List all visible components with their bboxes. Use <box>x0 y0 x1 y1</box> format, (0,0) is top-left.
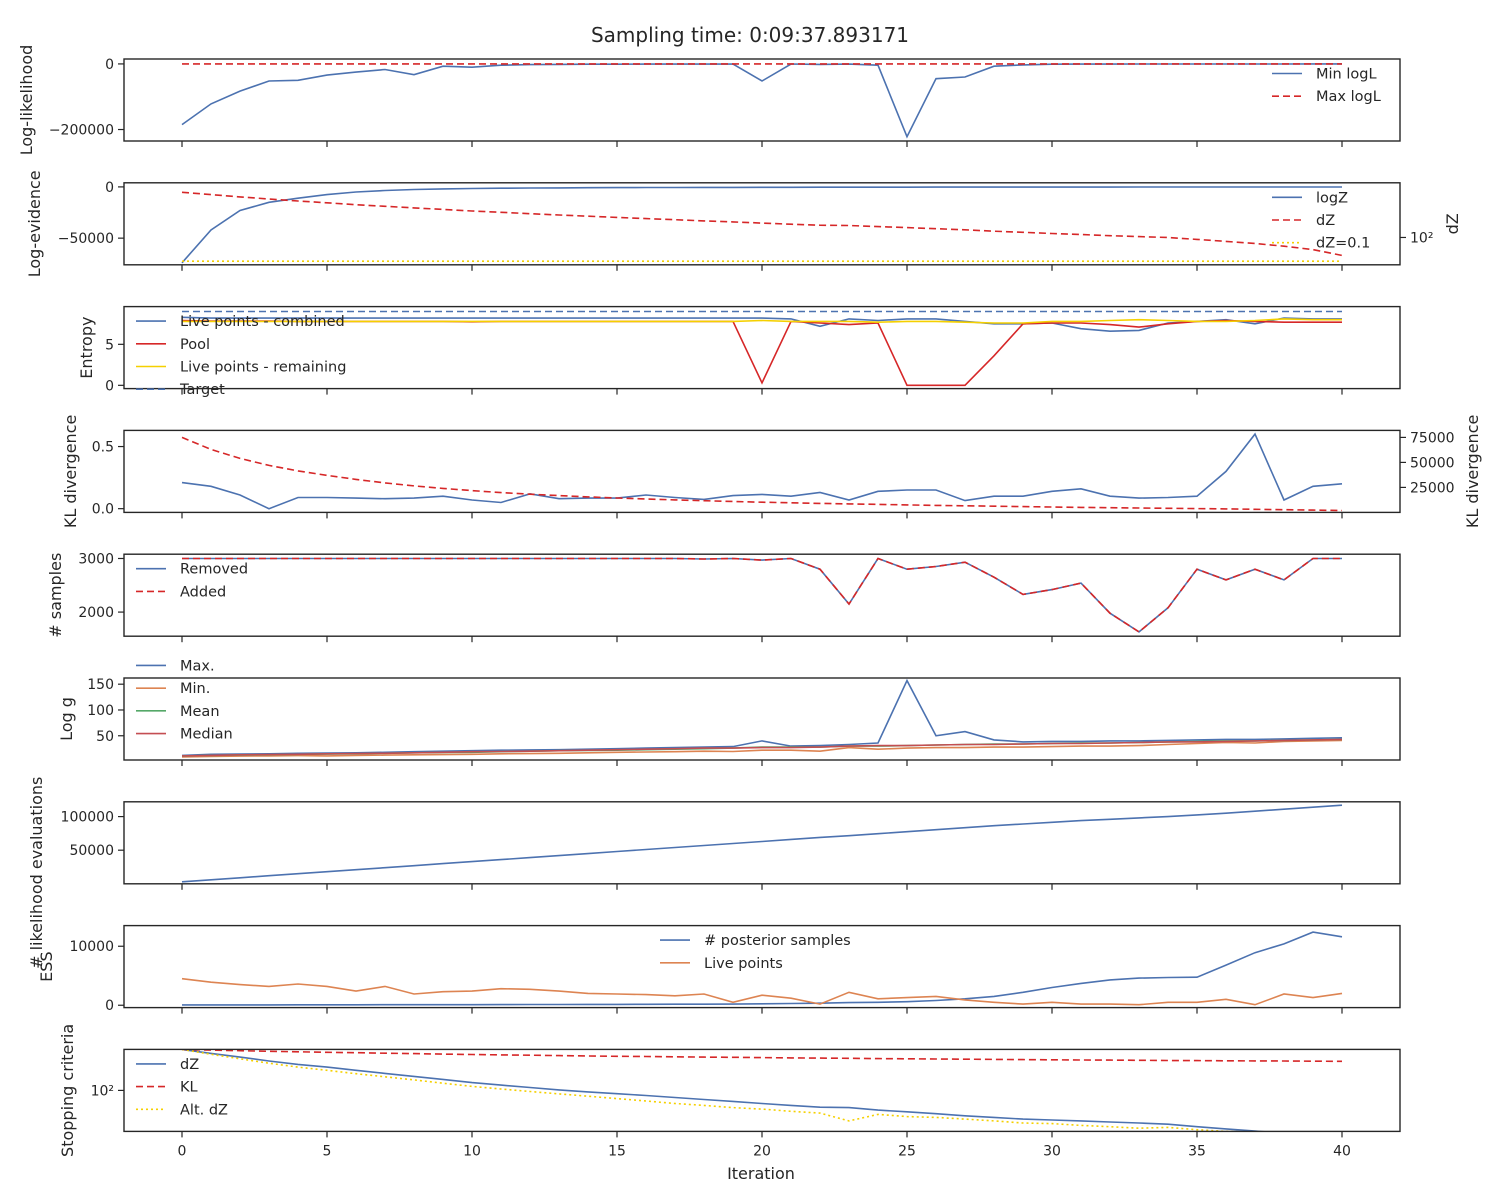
legend-label: Target <box>179 382 225 398</box>
series-line-entropy-2 <box>182 318 1342 324</box>
panel-likelihood-evals: 50000 100000 # likelihood evaluations <box>27 777 1401 969</box>
x-tick-label: 5 <box>323 1143 332 1159</box>
y-tick-label: 50000 <box>69 843 114 859</box>
legend-label: Alt. dZ <box>180 1102 228 1118</box>
x-tick-label: 40 <box>1333 1143 1351 1159</box>
y-axis-right-label: KL divergence <box>1463 415 1482 528</box>
legend-label: # posterior samples <box>704 933 851 949</box>
legend-label: Pool <box>180 337 210 353</box>
y-tick-label: 10² <box>91 1083 114 1099</box>
series-line-entropy-1 <box>181 319 1342 387</box>
panel-logevidence: 0 −50000 10² Log-evidence dZ logZ dZ dZ=0.1 <box>25 170 1462 277</box>
y-tick-label: 3000 <box>78 551 114 567</box>
y-axis-label: Log g <box>57 697 76 741</box>
panel-samples: 2000 3000 # samples Removed Added <box>46 551 1401 643</box>
panel-logg: 50 100 150 Log g Max. Min. Mean Median <box>57 658 1401 766</box>
x-tick-label: 0 <box>178 1143 187 1159</box>
x-tick-label: 30 <box>1043 1143 1061 1159</box>
series-line-samples-1 <box>182 557 1342 633</box>
legend-label: Median <box>180 727 233 743</box>
legend-label: Removed <box>180 562 248 578</box>
y-axis-label: Stopping criteria <box>58 1024 77 1157</box>
y-axis-label: Log-evidence <box>25 170 44 277</box>
legend-label: Max logL <box>1316 89 1381 105</box>
legend-label: dZ <box>1316 213 1335 229</box>
y-axis-label: Entropy <box>77 317 96 379</box>
panel-kl: 0.0 0.5 25000 50000 75000 KL divergence KL div… <box>61 415 1482 528</box>
legend-label: dZ <box>180 1057 199 1073</box>
series-line-logg-3 <box>181 738 1343 757</box>
y-tick-label: 0 <box>105 998 114 1014</box>
y-axis-label: Log-likelihood <box>17 45 36 156</box>
series-line-ess-1 <box>181 977 1343 1006</box>
y-axis-label: # samples <box>46 553 65 638</box>
legend-label: Max. <box>180 658 215 674</box>
series-line-logevidence-0 <box>181 186 1342 264</box>
chart-title: Sampling time: 0:09:37.893171 <box>591 23 909 47</box>
series-line-logg-0 <box>181 678 1343 757</box>
plot-frame <box>123 553 1401 637</box>
legend-label: Live points <box>704 956 783 972</box>
legend-label: Live points - remaining <box>180 360 346 376</box>
legend-label: Min. <box>180 681 210 697</box>
series-line-stopping-0 <box>181 1049 1271 1132</box>
series-line-samples-0 <box>182 557 1342 633</box>
plot-frame <box>123 182 1401 266</box>
legend-label: Min logL <box>1316 67 1377 83</box>
y-right-tick-label: 75000 <box>1410 430 1455 446</box>
y-tick-label: −200000 <box>49 123 114 139</box>
series-line-ess-0 <box>182 931 1343 1006</box>
y-tick-label: 10000 <box>69 939 114 955</box>
panel-loglikelihood: 0 −200000 Log-likelihood Min logL Max logL <box>17 45 1401 156</box>
y-tick-label: 150 <box>87 677 114 693</box>
y-tick-label: 100 <box>87 703 114 719</box>
panels: 0 −200000 Log-likelihood Min logL Max logL 0 −… <box>17 45 1482 1160</box>
y-tick-label: −50000 <box>58 231 114 247</box>
legend-label: Live points - combined <box>180 314 345 330</box>
series-line-logevidence-1 <box>181 191 1343 257</box>
y-tick-label: 0.5 <box>92 440 114 456</box>
legend-label: logZ <box>1316 190 1348 206</box>
y-tick-label: 0 <box>105 57 114 73</box>
x-tick-label: 10 <box>463 1143 481 1159</box>
y-tick-label: 50 <box>96 729 114 745</box>
y-tick-label: 0 <box>105 180 114 196</box>
series-line-likelihood-evals-0 <box>181 804 1343 883</box>
plot-frame <box>123 58 1401 142</box>
plot-frame <box>123 1048 1401 1133</box>
series-line-stopping-1 <box>181 1049 1343 1063</box>
y-right-tick-label: 25000 <box>1410 480 1455 496</box>
panel-ess: 0 10000 ESS # posterior samples Live points <box>37 924 1401 1014</box>
y-right-tick-label: 10² <box>1410 230 1433 246</box>
series-line-logg-1 <box>181 739 1343 758</box>
y-right-tick-label: 50000 <box>1410 455 1455 471</box>
y-tick-label: 100000 <box>61 810 114 826</box>
y-axis-label: KL divergence <box>61 415 80 528</box>
y-axis-right-label: dZ <box>1443 213 1462 234</box>
legend-label: dZ=0.1 <box>1316 236 1370 252</box>
y-tick-label: 0 <box>105 378 114 394</box>
panel-stopping: 10² Stopping criteria 0 5 10 15 20 25 30 35 40 dZ KL… <box>58 1024 1401 1159</box>
x-tick-label: 35 <box>1188 1143 1206 1159</box>
legend-label: KL <box>180 1080 198 1096</box>
legend-label: Added <box>180 584 226 600</box>
y-axis-label: # likelihood evaluations <box>27 777 46 969</box>
series-line-kl-1 <box>181 436 1343 512</box>
series-line-loglikelihood-0 <box>181 63 1342 139</box>
series-line-entropy-0 <box>181 316 1342 333</box>
x-axis-label: Iteration <box>727 1164 795 1183</box>
y-axis-label: ESS <box>37 951 56 981</box>
plot-frame <box>123 429 1401 514</box>
series-line-kl-0 <box>181 432 1343 510</box>
panel-entropy: 0 5 Entropy Live points - combined Pool Live … <box>77 305 1401 398</box>
y-tick-label: 0.0 <box>92 502 114 518</box>
x-tick-label: 25 <box>898 1143 916 1159</box>
y-tick-label: 5 <box>105 337 114 353</box>
legend-label: Mean <box>180 704 220 720</box>
x-tick-label: 20 <box>753 1143 771 1159</box>
series-line-stopping-2 <box>181 1049 1252 1132</box>
y-tick-label: 2000 <box>78 605 114 621</box>
x-tick-label: 15 <box>608 1143 626 1159</box>
